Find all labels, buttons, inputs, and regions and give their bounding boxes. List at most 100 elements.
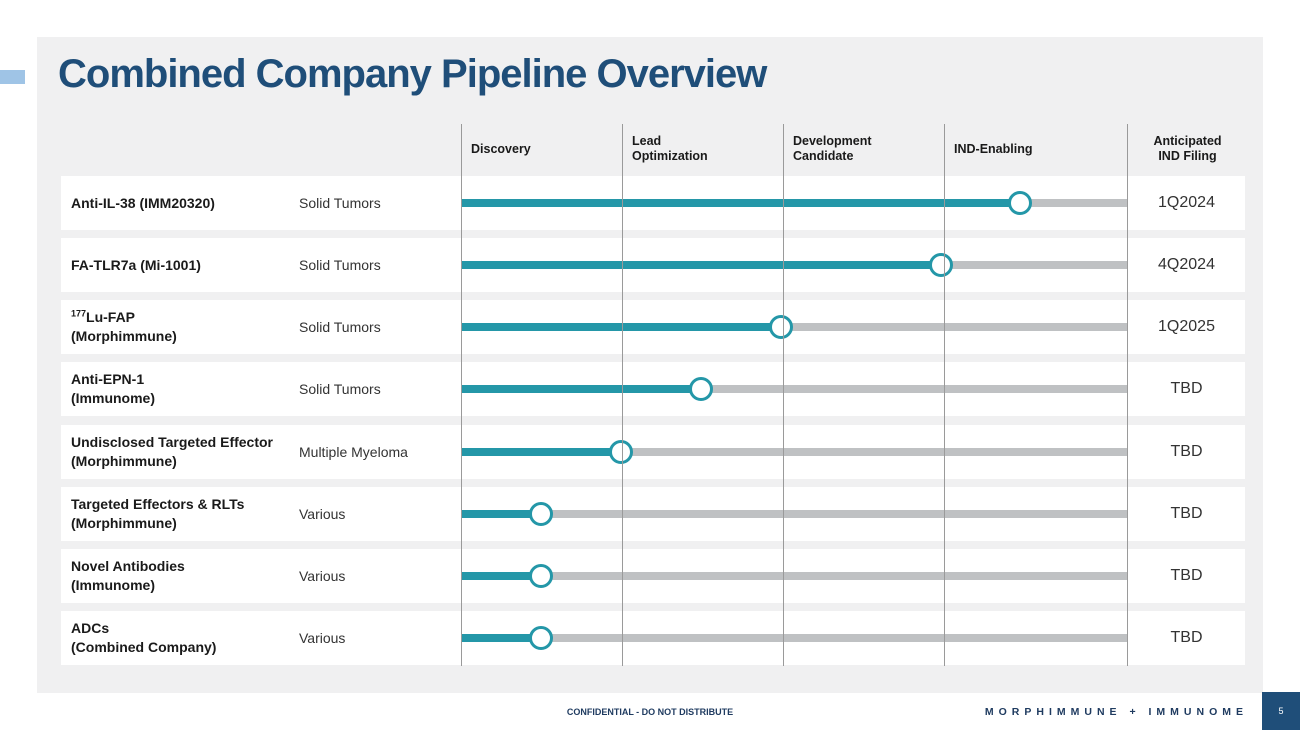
progress-marker xyxy=(609,440,633,464)
program-name-line2: (Combined Company) xyxy=(71,639,217,655)
progress-fill xyxy=(461,199,1020,207)
divider-development-candidate xyxy=(783,124,784,666)
ind-filing-date: 1Q2025 xyxy=(1158,318,1215,335)
ind-filing-date: TBD xyxy=(1170,629,1203,646)
program-indication: Solid Tumors xyxy=(299,319,381,335)
program-indication: Various xyxy=(299,630,346,646)
program-name: Undisclosed Targeted Effector (Morphimmun… xyxy=(71,425,291,479)
progress-fill xyxy=(461,448,621,456)
pipeline-row: ADCs (Combined Company) Various TBD xyxy=(61,611,1245,665)
program-name-line2: (Morphimmune) xyxy=(71,515,177,531)
confidential-notice: CONFIDENTIAL - DO NOT DISTRIBUTE xyxy=(566,707,734,717)
progress-fill xyxy=(461,634,541,642)
program-name-line1: ADCs xyxy=(71,619,291,638)
stage-header-discovery-label: Discovery xyxy=(471,142,531,156)
program-name-line1: Novel Antibodies xyxy=(71,557,291,576)
program-name-text: Anti-IL-38 (IMM20320) xyxy=(71,194,215,211)
brand-wordmark: MORPHIMMUNE + IMMUNOME xyxy=(984,706,1248,718)
progress-marker xyxy=(1008,191,1032,215)
progress-track xyxy=(461,323,1127,331)
program-indication: Solid Tumors xyxy=(299,195,381,211)
pipeline-row: Novel Antibodies (Immunome) Various TBD xyxy=(61,549,1245,603)
pipeline-row: Targeted Effectors & RLTs (Morphimmune) Va… xyxy=(61,487,1245,541)
progress-marker xyxy=(689,377,713,401)
stage-header-dev-line1: Development xyxy=(793,134,872,148)
pipeline-row: Anti-EPN-1 (Immunome) Solid Tumors TBD xyxy=(61,362,1245,416)
column-header-anticipated-ind-filing: Anticipated IND Filing xyxy=(1130,134,1245,164)
program-name: 177Lu-FAP (Morphimmune) xyxy=(71,300,291,354)
stage-header-development-candidate: Development Candidate xyxy=(793,134,872,164)
program-indication: Solid Tumors xyxy=(299,381,381,397)
pipeline-row: FA-TLR7a (Mi-1001) Solid Tumors 4Q2024 xyxy=(61,238,1245,292)
program-name-line2: (Morphimmune) xyxy=(71,453,177,469)
program-name-line2: (Immunome) xyxy=(71,390,155,406)
program-name-text: FA-TLR7a (Mi-1001) xyxy=(71,256,201,273)
progress-track xyxy=(461,448,1127,456)
progress-marker xyxy=(529,502,553,526)
progress-marker xyxy=(529,626,553,650)
progress-marker xyxy=(929,253,953,277)
program-name-text: Undisclosed Targeted Effector xyxy=(71,434,274,450)
progress-fill xyxy=(461,385,701,393)
program-name-text: Anti-EPN-1 xyxy=(71,371,145,387)
program-name: Targeted Effectors & RLTs (Morphimmune) xyxy=(71,487,291,541)
program-name-text: Targeted Effectors & RLTs xyxy=(71,496,245,512)
page-title: Combined Company Pipeline Overview xyxy=(58,52,767,96)
progress-fill xyxy=(461,261,941,269)
anticipated-header-line1: Anticipated xyxy=(1153,134,1222,148)
program-name: Novel Antibodies (Immunome) xyxy=(71,549,291,603)
pipeline-row: Anti-IL-38 (IMM20320) Solid Tumors 1Q2024 xyxy=(61,176,1245,230)
program-name-line1: Undisclosed Targeted Effector xyxy=(71,433,291,452)
progress-track xyxy=(461,572,1127,580)
progress-track xyxy=(461,634,1127,642)
divider-anticipated-ind xyxy=(1127,124,1128,666)
program-name-line1: 177Lu-FAP xyxy=(71,308,291,327)
ind-filing-date: 4Q2024 xyxy=(1158,256,1215,273)
stage-header-discovery: Discovery xyxy=(471,142,531,157)
progress-fill xyxy=(461,323,781,331)
program-indication: Multiple Myeloma xyxy=(299,444,408,460)
ind-filing-date: TBD xyxy=(1170,443,1203,460)
program-name: Anti-IL-38 (IMM20320) xyxy=(71,176,291,230)
stage-header-lead-optimization: Lead Optimization xyxy=(632,134,708,164)
program-name: Anti-EPN-1 (Immunome) xyxy=(71,362,291,416)
program-indication: Various xyxy=(299,506,346,522)
progress-track xyxy=(461,385,1127,393)
progress-fill xyxy=(461,510,541,518)
divider-discovery xyxy=(461,124,462,666)
program-indication: Various xyxy=(299,568,346,584)
program-name-line1: FA-TLR7a (Mi-1001) xyxy=(71,256,291,275)
program-name-line1: Anti-EPN-1 xyxy=(71,370,291,389)
progress-marker xyxy=(529,564,553,588)
program-name-text: Lu-FAP xyxy=(86,309,136,325)
isotope-superscript: 177 xyxy=(71,308,87,319)
stage-header-ind-enabling: IND-Enabling xyxy=(954,142,1032,157)
page-number: 5 xyxy=(1262,692,1300,730)
ind-filing-date: TBD xyxy=(1170,567,1203,584)
progress-track xyxy=(461,510,1127,518)
progress-fill xyxy=(461,572,541,580)
progress-marker xyxy=(769,315,793,339)
left-accent-bar xyxy=(0,70,25,84)
program-name-text: ADCs xyxy=(71,620,110,636)
ind-filing-date: TBD xyxy=(1170,380,1203,397)
divider-ind-enabling xyxy=(944,124,945,666)
stage-header-dev-line2: Candidate xyxy=(793,149,854,163)
pipeline-row: Undisclosed Targeted Effector (Morphimmun… xyxy=(61,425,1245,479)
stage-header-lead-line1: Lead xyxy=(632,134,662,148)
stage-header-lead-line2: Optimization xyxy=(632,149,708,163)
program-indication: Solid Tumors xyxy=(299,257,381,273)
ind-filing-date: TBD xyxy=(1170,505,1203,522)
pipeline-row: 177Lu-FAP (Morphimmune) Solid Tumors 1Q2025 xyxy=(61,300,1245,354)
program-name-line1: Targeted Effectors & RLTs xyxy=(71,495,291,514)
program-name-line2: (Immunome) xyxy=(71,577,155,593)
anticipated-header-line2: IND Filing xyxy=(1158,149,1217,163)
ind-filing-date: 1Q2024 xyxy=(1158,194,1215,211)
program-name-line2: (Morphimmune) xyxy=(71,328,177,344)
divider-lead-optimization xyxy=(622,124,623,666)
program-name-text: Novel Antibodies xyxy=(71,558,185,574)
stage-header-ind-enabling-label: IND-Enabling xyxy=(954,142,1033,156)
page-number-text: 5 xyxy=(1278,706,1284,716)
program-name: ADCs (Combined Company) xyxy=(71,611,291,665)
program-name: FA-TLR7a (Mi-1001) xyxy=(71,238,291,292)
